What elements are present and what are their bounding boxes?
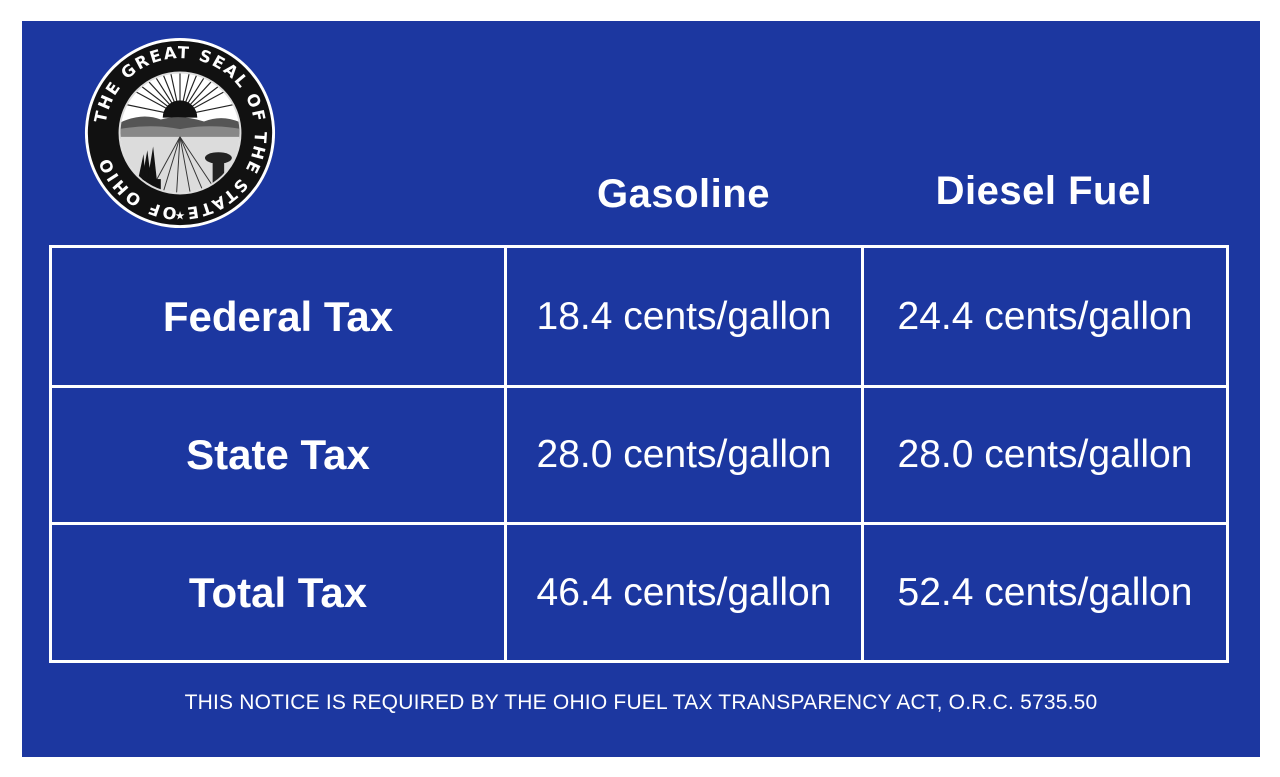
table-row-total-tax: Total Tax 46.4 cents/gallon 52.4 cents/g… — [49, 522, 1229, 663]
state-tax-gasoline: 28.0 cents/gallon — [504, 385, 864, 525]
svg-text:★: ★ — [175, 210, 185, 222]
federal-tax-diesel: 24.4 cents/gallon — [861, 245, 1229, 388]
legal-notice-footer: THIS NOTICE IS REQUIRED BY THE OHIO FUEL… — [184, 691, 1098, 714]
total-tax-gasoline: 46.4 cents/gallon — [504, 522, 864, 663]
column-header-gasoline: Gasoline — [597, 172, 770, 216]
fuel-tax-table: Federal Tax 18.4 cents/gallon 24.4 cents… — [49, 245, 1229, 663]
state-tax-diesel: 28.0 cents/gallon — [861, 385, 1229, 525]
row-label-state-tax: State Tax — [49, 385, 507, 525]
column-header-diesel-fuel: Diesel Fuel — [935, 169, 1153, 213]
row-label-federal-tax: Federal Tax — [49, 245, 507, 388]
ohio-state-seal-icon: THE GREAT SEAL OF THE STATE OF OHIO ★ — [84, 37, 276, 229]
federal-tax-gasoline: 18.4 cents/gallon — [504, 245, 864, 388]
fuel-tax-notice-sign: THE GREAT SEAL OF THE STATE OF OHIO ★ Ga… — [22, 21, 1260, 757]
table-row-state-tax: State Tax 28.0 cents/gallon 28.0 cents/g… — [49, 385, 1229, 525]
total-tax-diesel: 52.4 cents/gallon — [861, 522, 1229, 663]
table-row-federal-tax: Federal Tax 18.4 cents/gallon 24.4 cents… — [49, 245, 1229, 388]
row-label-total-tax: Total Tax — [49, 522, 507, 663]
